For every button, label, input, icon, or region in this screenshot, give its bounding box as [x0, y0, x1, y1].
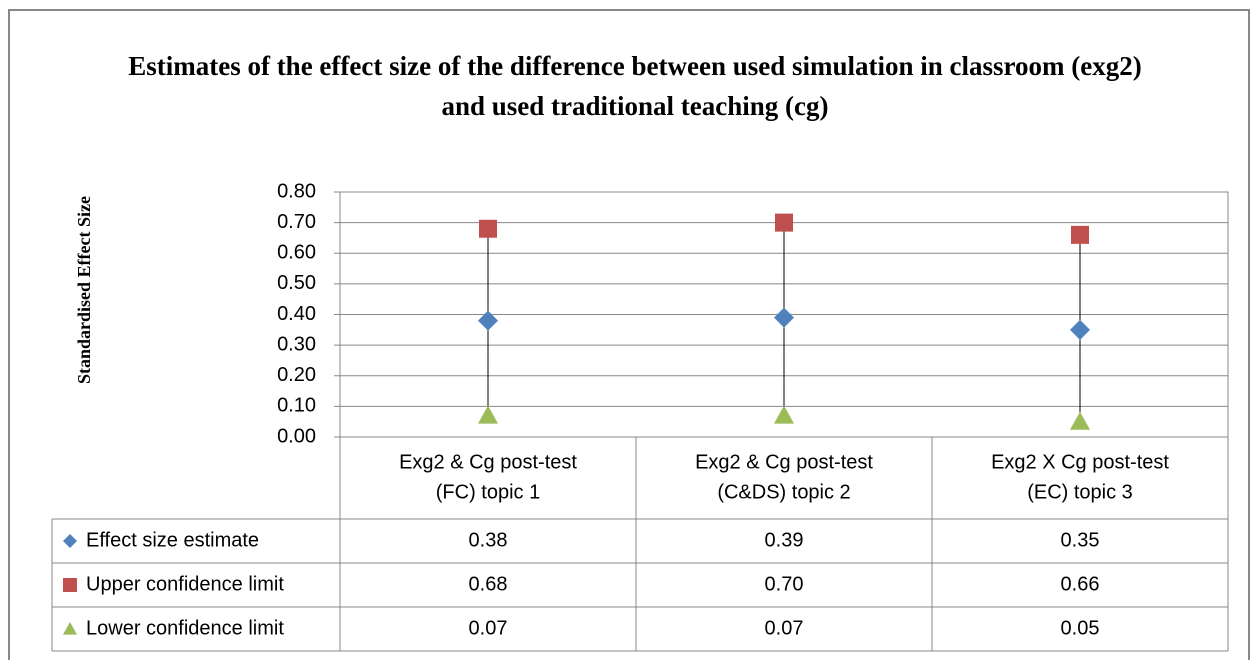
marker	[1071, 225, 1089, 244]
y-axis-title: Standardised Effect Size	[74, 196, 94, 384]
marker	[775, 213, 793, 232]
legend-label: Effect size estimate	[86, 529, 259, 551]
table-value: 0.07	[469, 617, 508, 639]
y-tick-label: 0.30	[277, 333, 316, 355]
legend-label: Lower confidence limit	[86, 617, 284, 639]
table-value: 0.38	[469, 529, 508, 551]
marker	[1070, 319, 1090, 340]
table-value: 0.66	[1061, 573, 1100, 595]
table-value: 0.05	[1061, 617, 1100, 639]
marker	[478, 310, 498, 331]
table-value: 0.70	[765, 573, 804, 595]
marker	[479, 219, 497, 238]
table-value: 0.07	[765, 617, 804, 639]
marker	[1070, 411, 1090, 430]
y-tick-label: 0.50	[277, 272, 316, 294]
table-value: 0.39	[765, 529, 804, 551]
x-tick-label: Exg2 & Cg post-test	[695, 451, 873, 473]
x-tick-label: (C&DS) topic 2	[717, 481, 850, 503]
y-tick-label: 0.60	[277, 242, 316, 264]
y-tick-label: 0.00	[277, 425, 316, 447]
legend-label: Upper confidence limit	[86, 573, 284, 595]
x-tick-label: (EC) topic 3	[1027, 481, 1133, 503]
table-value: 0.68	[469, 573, 508, 595]
plot-area	[339, 191, 1229, 438]
marker	[774, 405, 794, 424]
y-tick-label: 0.20	[277, 364, 316, 386]
marker	[774, 307, 794, 328]
marker	[63, 578, 77, 592]
table-value: 0.35	[1061, 529, 1100, 551]
chart-frame	[8, 9, 1250, 660]
y-tick-label: 0.10	[277, 395, 316, 417]
x-tick-label: Exg2 & Cg post-test	[399, 451, 577, 473]
y-tick-label: 0.40	[277, 303, 316, 325]
marker	[63, 534, 77, 548]
marker	[63, 622, 77, 635]
x-tick-label: Exg2 X Cg post-test	[991, 451, 1169, 473]
x-tick-label: (FC) topic 1	[436, 481, 540, 503]
y-tick-label: 0.70	[277, 211, 316, 233]
marker	[478, 405, 498, 424]
chart-title: Estimates of the effect size of the diff…	[128, 51, 1142, 121]
y-tick-label: 0.80	[277, 180, 316, 202]
